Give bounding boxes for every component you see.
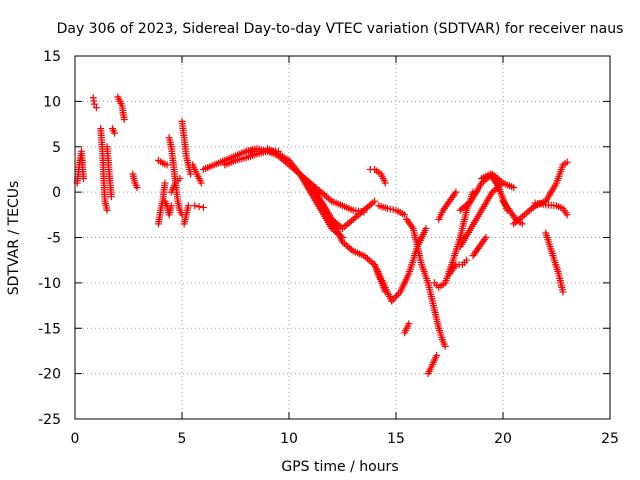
y-tick-label: -5 — [47, 231, 61, 247]
data-point — [441, 342, 449, 350]
data-point — [191, 202, 199, 210]
data-point — [463, 256, 471, 264]
x-axis-label: GPS time / hours — [281, 459, 398, 475]
data-point — [482, 234, 490, 241]
x-tick-label: 20 — [494, 431, 512, 447]
data-point — [167, 202, 175, 210]
data-point — [405, 320, 413, 328]
data-point — [161, 179, 169, 187]
data-point — [163, 161, 171, 169]
x-tick-label: 0 — [71, 431, 80, 447]
data-point — [133, 184, 141, 192]
data-point — [120, 116, 128, 124]
data-point — [563, 211, 571, 219]
grid — [75, 56, 610, 419]
data-point — [176, 175, 184, 183]
axis-ticks — [74, 55, 611, 420]
data-point — [452, 188, 460, 196]
data-point — [199, 204, 207, 212]
data-point — [510, 184, 518, 192]
y-tick-label: -15 — [38, 321, 61, 337]
y-tick-label: 5 — [52, 140, 61, 156]
data-point — [559, 288, 567, 296]
data-point — [107, 193, 115, 201]
y-tick-label: 0 — [52, 185, 61, 201]
data-point — [371, 197, 379, 205]
x-tick-label: 15 — [387, 431, 405, 447]
x-tick-label: 25 — [601, 431, 619, 447]
data-point — [184, 202, 192, 210]
data-points — [73, 93, 571, 378]
data-point — [80, 175, 88, 183]
data-point — [401, 211, 409, 219]
data-point — [187, 170, 195, 178]
data-point — [563, 158, 571, 166]
data-point — [103, 206, 111, 214]
data-point — [92, 104, 100, 112]
y-tick-label: -10 — [38, 276, 61, 292]
data-point — [111, 129, 119, 137]
data-point — [433, 351, 441, 359]
data-point — [195, 203, 203, 211]
tick-labels: 0 5 10 15 20 25 -25 -20 -15 -10 -5 0 5 10 15 — [38, 49, 619, 447]
y-tick-label: -20 — [38, 367, 61, 383]
y-tick-label: 15 — [43, 49, 61, 65]
y-tick-label: 10 — [43, 94, 61, 110]
data-point — [422, 224, 430, 232]
data-point — [90, 100, 98, 108]
data-point — [381, 179, 389, 187]
data-point — [197, 179, 205, 187]
y-tick-label: -25 — [38, 412, 61, 428]
chart-title: Day 306 of 2023, Sidereal Day-to-day VTE… — [57, 21, 624, 37]
data-point — [360, 208, 368, 216]
y-axis-label: SDTVAR / TECUs — [6, 181, 22, 296]
x-tick-label: 10 — [280, 431, 298, 447]
data-point — [518, 220, 526, 228]
x-tick-label: 5 — [178, 431, 187, 447]
